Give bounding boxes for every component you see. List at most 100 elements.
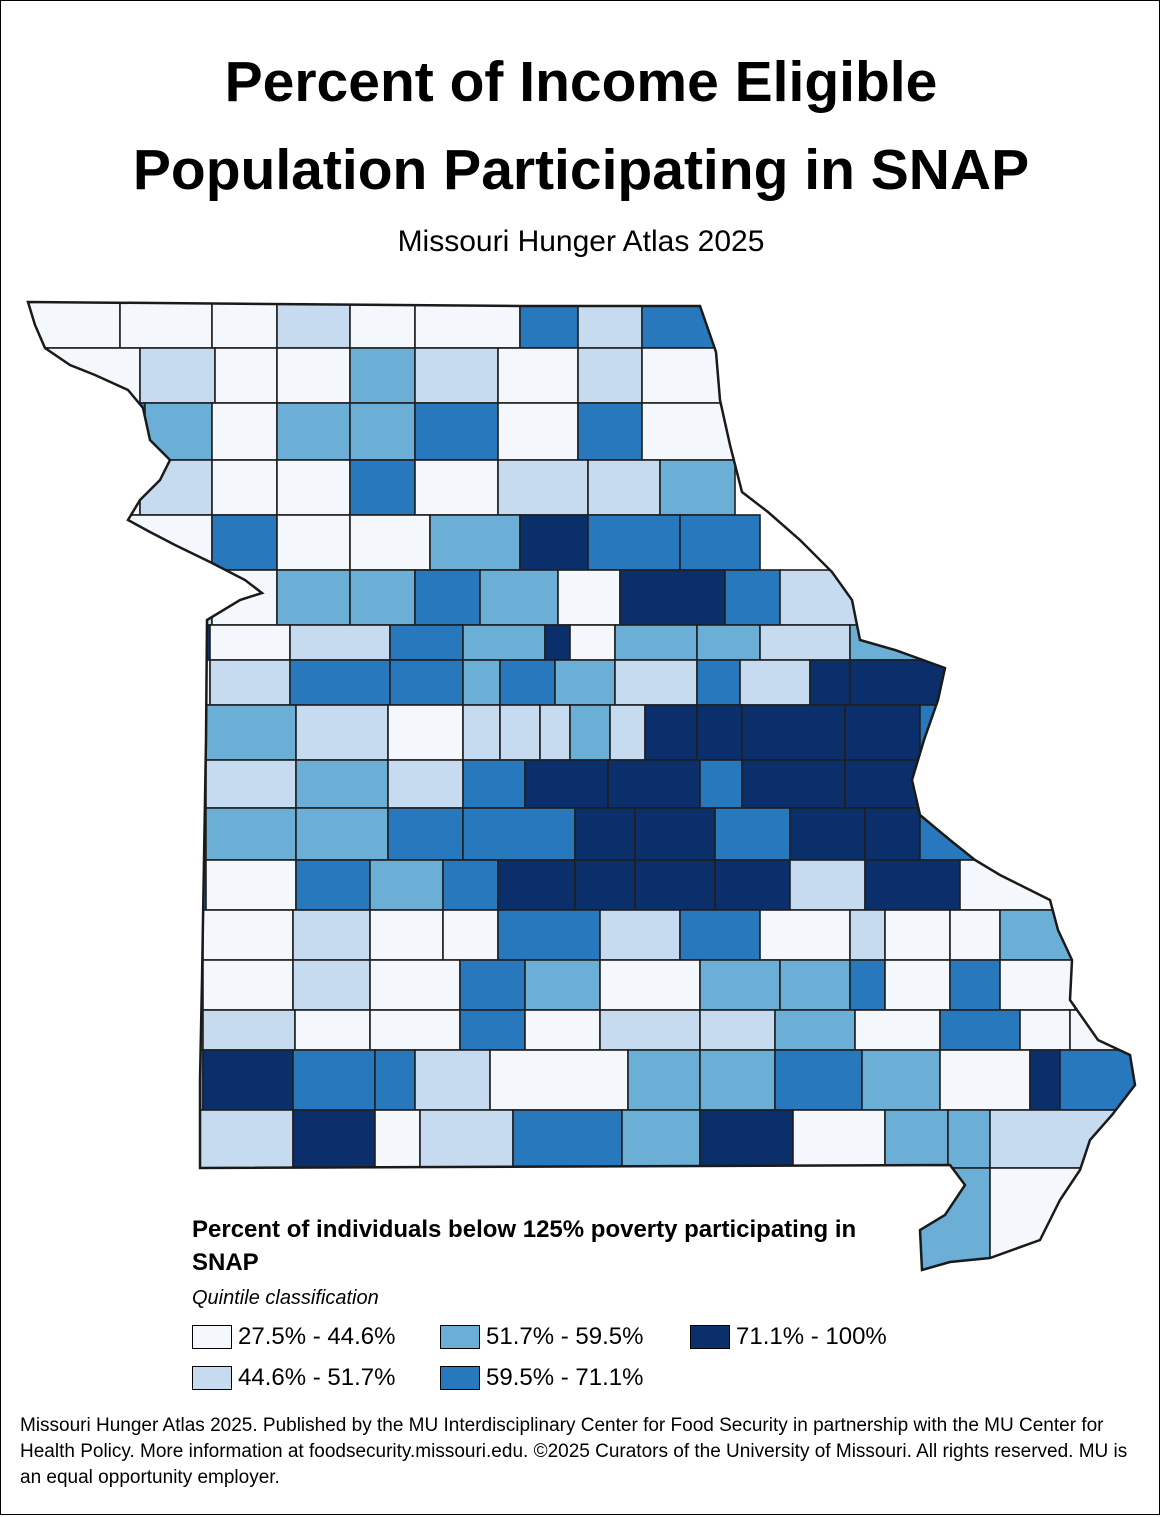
county-15 (414, 347, 499, 404)
county-31 (276, 459, 351, 516)
county-85 (569, 704, 611, 761)
county-56 (209, 624, 291, 661)
map-title: Percent of Income Eligible Population Pa… (0, 38, 1162, 214)
county-161 (939, 1009, 1021, 1051)
county-55 (199, 624, 211, 661)
legend-title: Percent of individuals below 125% povert… (192, 1216, 857, 1276)
county-93 (205, 759, 297, 809)
county-45 (28, 569, 213, 626)
county-86 (609, 704, 646, 761)
county-172 (774, 1049, 863, 1111)
county-30 (211, 459, 278, 516)
county-160 (854, 1009, 941, 1051)
county-68 (289, 659, 391, 706)
county-84 (539, 704, 571, 761)
county-188 (914, 1167, 991, 1270)
county-80 (295, 704, 389, 761)
legend-item-1: 27.5% - 44.6% (192, 1322, 395, 1352)
county-6 (414, 302, 521, 349)
county-76 (809, 659, 851, 706)
legend-swatch-5 (690, 1325, 730, 1349)
county-142 (459, 959, 526, 1011)
county-100 (741, 759, 846, 809)
county-146 (779, 959, 851, 1011)
county-140 (292, 959, 371, 1011)
county-42 (519, 514, 589, 571)
county-129 (442, 909, 499, 961)
county-20 (144, 402, 213, 461)
legend-subtitle: Quintile classification (192, 1287, 379, 1309)
legend-swatch-1 (192, 1325, 232, 1349)
title-line-1: Percent of Income Eligible (224, 50, 938, 114)
county-155 (459, 1009, 526, 1051)
county-62 (614, 624, 698, 661)
county-150 (999, 959, 1076, 1011)
county-157 (599, 1009, 701, 1051)
county-178 (292, 1109, 376, 1169)
county-182 (621, 1109, 701, 1169)
county-187 (989, 1109, 1135, 1169)
state-outline (26, 300, 1137, 1272)
county-36 (659, 459, 736, 516)
county-118 (497, 859, 576, 911)
county-99 (699, 759, 743, 809)
county-66 (199, 659, 211, 706)
county-12 (214, 347, 278, 404)
county-162 (1019, 1009, 1071, 1051)
county-107 (574, 807, 636, 861)
county-14 (349, 347, 416, 404)
county-88 (696, 704, 743, 761)
county-180 (419, 1109, 514, 1169)
county-103 (205, 807, 297, 861)
legend-swatch-2 (192, 1366, 232, 1390)
county-59 (462, 624, 546, 661)
county-145 (699, 959, 781, 1011)
county-133 (759, 909, 851, 961)
county-115 (295, 859, 371, 911)
county-43 (587, 514, 681, 571)
legend-item-4: 59.5% - 71.1% (440, 1363, 643, 1393)
county-34 (497, 459, 589, 516)
county-167 (374, 1049, 416, 1111)
county-147 (849, 959, 886, 1011)
county-170 (627, 1049, 701, 1111)
county-83 (499, 704, 541, 761)
county-63 (696, 624, 761, 661)
county-89 (741, 704, 846, 761)
county-159 (774, 1009, 856, 1051)
county-128 (369, 909, 444, 961)
county-116 (369, 859, 444, 911)
county-131 (599, 909, 681, 961)
county-71 (499, 659, 556, 706)
county-69 (389, 659, 464, 706)
county-73 (614, 659, 698, 706)
county-53 (724, 569, 781, 626)
county-108 (634, 807, 716, 861)
county-175 (1029, 1049, 1061, 1111)
county-5 (349, 302, 416, 349)
county-177 (199, 1109, 294, 1169)
title-line-2: Population Participating in SNAP (132, 138, 1030, 202)
county-181 (512, 1109, 623, 1169)
county-75 (739, 659, 811, 706)
county-139 (202, 959, 294, 1011)
county-144 (599, 959, 701, 1011)
county-50 (479, 569, 559, 626)
county-74 (696, 659, 741, 706)
county-148 (884, 959, 951, 1011)
county-61 (569, 624, 616, 661)
county-127 (292, 909, 371, 961)
county-132 (679, 909, 761, 961)
county-143 (524, 959, 601, 1011)
county-141 (369, 959, 461, 1011)
legend-item-5: 71.1% - 100% (690, 1322, 887, 1352)
county-4 (276, 302, 351, 349)
county-38 (211, 514, 278, 571)
county-185 (884, 1109, 949, 1169)
county-17 (577, 347, 643, 404)
county-48 (349, 569, 416, 626)
county-149 (949, 959, 1001, 1011)
county-layer (28, 302, 1135, 1270)
county-176 (1059, 1049, 1135, 1111)
missouri-county-map (26, 300, 1137, 1272)
